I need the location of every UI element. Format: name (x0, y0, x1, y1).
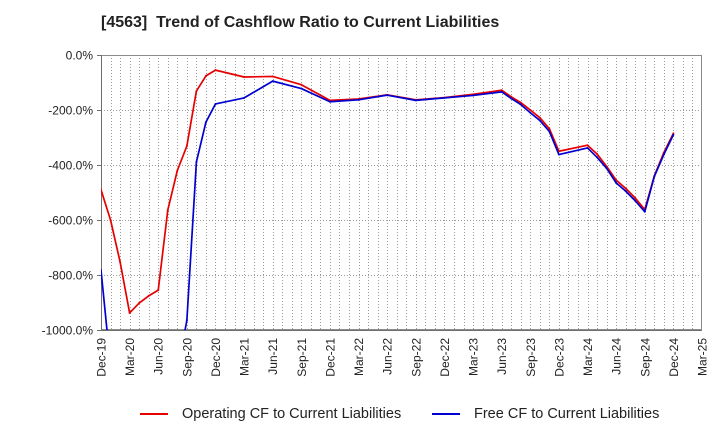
series-point-1 (101, 269, 102, 272)
x-tick-label: Jun-20 (152, 338, 166, 375)
legend-label: Free CF to Current Liabilities (474, 406, 660, 422)
x-tick-label: Sep-23 (524, 338, 538, 377)
series-point-1 (519, 103, 522, 106)
x-tick-label: Sep-22 (409, 338, 423, 377)
y-tick-label: -400.0% (48, 159, 93, 173)
series-point-0 (634, 197, 637, 199)
series-point-0 (176, 169, 179, 172)
series-point-1 (176, 370, 178, 372)
series-point-1 (586, 146, 589, 149)
y-tick-label: -800.0% (48, 269, 93, 283)
x-tick-label: Sep-24 (638, 338, 652, 377)
x-tick-label: Dec-23 (552, 338, 566, 377)
y-axis: 0.0% -200.0% -400.0% -600.0% -800.0% -1000.0% (42, 49, 101, 338)
series-point-0 (157, 289, 160, 292)
x-tick-label: Jun-22 (381, 338, 395, 375)
series-point-0 (672, 132, 675, 135)
x-tick-label: Dec-22 (438, 338, 452, 377)
series-point-0 (586, 144, 589, 147)
series-point-0 (147, 294, 150, 297)
x-tick-label: Mar-24 (581, 338, 595, 376)
x-tick-label: Mar-22 (352, 338, 366, 376)
series-point-1 (557, 153, 560, 156)
series-point-1 (653, 175, 656, 178)
series-point-1 (271, 80, 274, 83)
series-point-0 (185, 145, 188, 148)
x-tick-label: Mar-25 (696, 338, 710, 376)
legend-label: Operating CF to Current Liabilities (182, 406, 402, 422)
series-point-0 (204, 74, 207, 77)
series-point-0 (548, 127, 551, 130)
x-tick-label: Jun-24 (610, 338, 624, 375)
y-tick-label: -1000.0% (42, 324, 94, 338)
series-point-0 (529, 109, 532, 111)
y-tick-label: -200.0% (48, 104, 93, 118)
x-tick-label: Dec-20 (209, 338, 223, 377)
series-point-1 (386, 94, 389, 97)
series-point-0 (101, 188, 102, 191)
series-point-1 (357, 98, 360, 101)
series-point-0 (128, 311, 131, 314)
series-point-1 (538, 119, 541, 122)
legend-swatch (140, 413, 168, 415)
series-point-1 (643, 210, 646, 213)
series-point-1 (195, 160, 198, 163)
x-tick-label: Jun-23 (495, 338, 509, 375)
series-point-1 (214, 102, 217, 105)
legend-item-free-cf: Free CF to Current Liabilities (432, 405, 712, 423)
series-point-0 (271, 75, 274, 78)
series-point-1 (243, 96, 246, 99)
series-point-1 (414, 99, 417, 102)
series-point-1 (300, 87, 303, 90)
x-tick-label: Mar-21 (238, 338, 252, 376)
series-point-1 (662, 153, 665, 156)
series-point-1 (596, 156, 599, 159)
series-point-0 (138, 302, 141, 305)
series-point-1 (500, 90, 503, 93)
series-point-1 (634, 199, 637, 202)
series-point-1 (328, 100, 331, 103)
series-point-1 (510, 97, 513, 100)
series-point-0 (519, 101, 522, 104)
plot-area (101, 55, 702, 330)
chart-title: [4563] Trend of Cashflow Ratio to Curren… (101, 14, 500, 31)
x-tick-label: Sep-20 (180, 338, 194, 377)
series-point-0 (300, 83, 303, 86)
y-tick-label: -600.0% (48, 214, 93, 228)
series-point-1 (548, 130, 551, 133)
series-point-0 (500, 89, 503, 92)
x-tick-label: Mar-20 (123, 338, 137, 376)
series-point-1 (615, 181, 618, 184)
y-tick-label: 0.0% (66, 49, 94, 63)
series-point-0 (195, 90, 198, 93)
series-point-1 (605, 167, 608, 170)
series-point-0 (243, 76, 246, 78)
x-tick-label: Mar-23 (467, 338, 481, 376)
series-point-0 (214, 69, 217, 72)
series-point-0 (596, 153, 599, 155)
series-point-1 (529, 111, 532, 114)
x-tick-label: Dec-19 (95, 338, 109, 377)
series-point-1 (185, 319, 188, 322)
x-tick-label: Dec-21 (323, 338, 337, 377)
series-point-0 (109, 219, 112, 221)
x-axis: Dec-19 Mar-20 Jun-20 Sep-20 Dec-20 Mar-21 Jun-… (95, 338, 710, 377)
x-tick-label: Sep-21 (295, 338, 309, 377)
legend-item-operating-cf: Operating CF to Current Liabilities (140, 405, 420, 423)
series-point-1 (624, 190, 627, 193)
x-tick-label: Dec-24 (667, 338, 681, 377)
legend-swatch (432, 413, 460, 415)
series-point-1 (672, 133, 675, 136)
series-point-1 (472, 94, 475, 97)
series-layer (101, 69, 675, 372)
series-point-0 (538, 116, 541, 119)
series-point-1 (204, 121, 207, 124)
x-tick-label: Jun-21 (266, 338, 280, 375)
series-point-1 (110, 365, 112, 367)
series-point-0 (166, 209, 169, 212)
series-point-0 (624, 187, 627, 190)
series-point-0 (119, 260, 122, 263)
series-point-1 (443, 96, 446, 99)
